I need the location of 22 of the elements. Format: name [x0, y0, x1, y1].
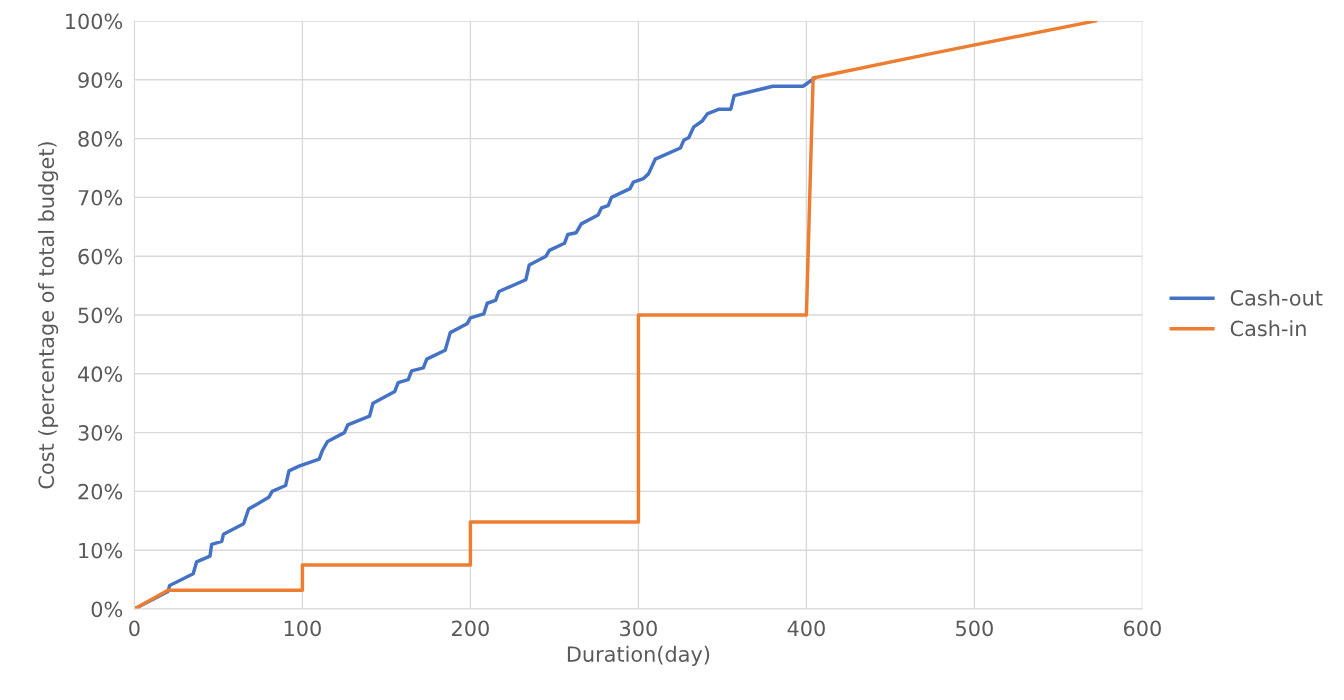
y-axis-title: Cost (percentage of total budget) [38, 142, 59, 489]
y-tick-label: 20% [78, 483, 123, 500]
y-tick-label: 50% [78, 307, 123, 324]
x-tick-label: 400 [787, 620, 825, 637]
y-tick-label: 30% [78, 425, 123, 441]
x-tick-label: 100 [284, 620, 321, 637]
x-tick-label: 0 [129, 620, 140, 637]
x-axis-title: Duration(day) [567, 645, 710, 666]
x-tick-label: 600 [1123, 620, 1161, 637]
x-tick-label: 300 [620, 620, 657, 637]
x-tick-label: 500 [956, 620, 993, 637]
legend-label: Cash-in [1230, 320, 1306, 337]
y-tick-label: 40% [78, 366, 123, 383]
y-tick-label: 100% [66, 13, 123, 30]
y-tick-label: 90% [78, 72, 123, 89]
y-tick-label: 0% [91, 601, 123, 618]
y-tick-label: 80% [78, 131, 123, 147]
x-tick-label: 200 [452, 620, 489, 637]
y-tick-label: 70% [78, 189, 123, 206]
y-tick-label: 60% [78, 248, 123, 265]
legend-label: Cash-out [1230, 289, 1323, 306]
y-tick-label: 10% [79, 542, 123, 559]
